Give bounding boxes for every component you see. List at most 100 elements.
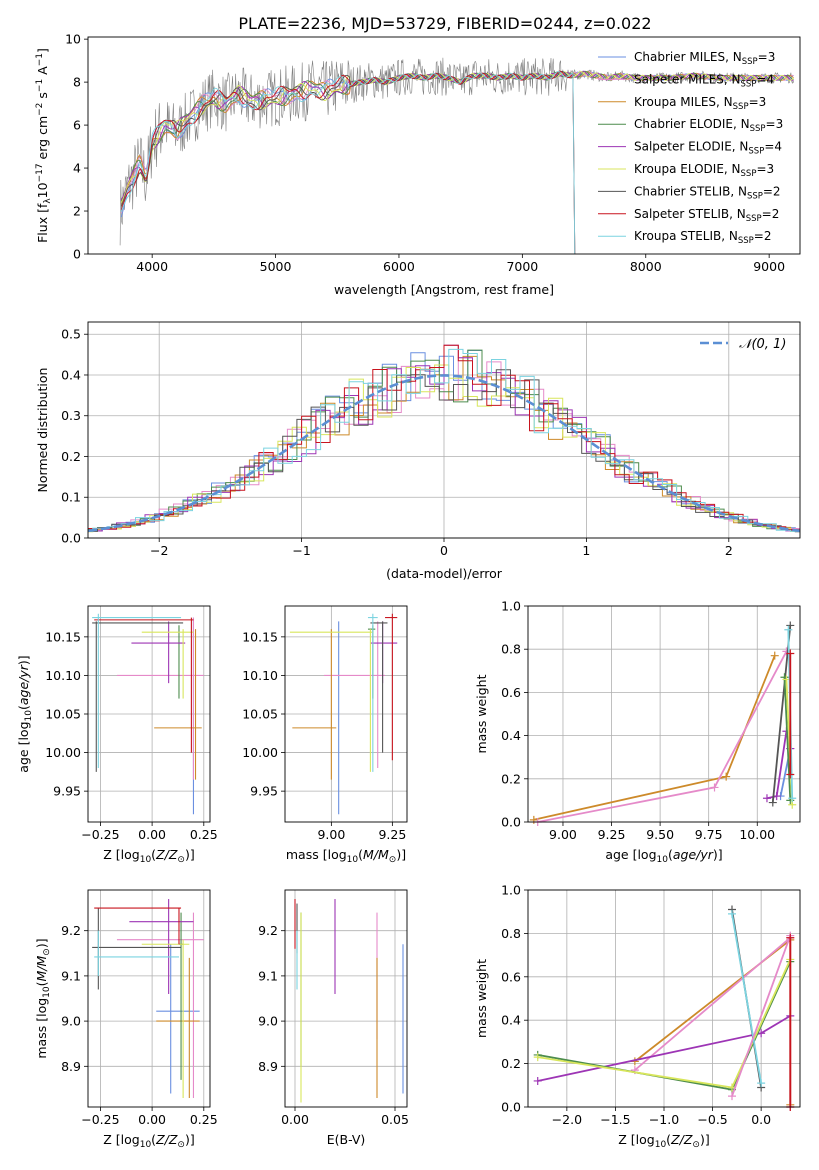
legend-nssp: =2 — [763, 184, 781, 198]
mass-weight-marker — [533, 1053, 542, 1062]
axis-label-part: age [ — [16, 741, 31, 773]
axis-label-part: ] — [34, 938, 49, 943]
y-tick-label: 4 — [73, 161, 81, 176]
axis-label-part: log — [16, 721, 31, 740]
legend-subscript: SSP — [748, 147, 764, 157]
y-tick-label: 9.95 — [53, 784, 81, 799]
y-tick-label: 0.1 — [61, 490, 81, 505]
axis-label-part: M/ — [34, 965, 49, 982]
x-axis-label: (data-model)/error — [386, 566, 503, 581]
legend-subscript: SSP — [741, 79, 757, 89]
mass-weight-marker — [762, 794, 771, 803]
axes-frame — [284, 605, 408, 823]
axis-label-part: M/ — [363, 847, 380, 862]
axis-label-part: Z [ — [103, 847, 120, 862]
axis-label-part: 10 — [347, 855, 359, 865]
legend-label: Chabrier ELODIE, NSSP=3 — [634, 117, 783, 134]
mass-weight-line — [537, 650, 788, 822]
model-spectrum-line — [120, 70, 794, 202]
axes-frame — [87, 889, 211, 1108]
axis-label-part: ] — [718, 847, 723, 862]
axis-label-part: A — [35, 66, 50, 79]
axis-label-part: age/yr — [673, 847, 714, 862]
y-tick-label: 9.0 — [258, 1014, 278, 1029]
legend-subscript: SSP — [741, 169, 757, 179]
y-tick-label: 0.4 — [501, 1013, 521, 1028]
axis-label-part: s — [35, 92, 50, 103]
model-spectrum-line — [120, 70, 576, 254]
legend-nssp: =3 — [758, 50, 776, 64]
axis-label-part: ( — [34, 982, 49, 987]
x-axis-label: wavelength [Angstrom, rest frame] — [334, 282, 554, 297]
y-tick-label: 9.95 — [250, 784, 278, 799]
axis-label: age [log10(age/yr)] — [605, 847, 722, 865]
mass-weight-marker — [529, 815, 538, 824]
legend-label: Chabrier STELIB, NSSP=2 — [634, 184, 781, 201]
axis-label-part: erg cm — [35, 116, 50, 164]
y-tick-label: 10.05 — [242, 707, 278, 722]
mass-weight-marker — [786, 770, 795, 779]
axis-label-part: log — [121, 1132, 140, 1147]
mass-weight-marker — [770, 651, 779, 660]
axis-label-part: Z — [168, 1132, 178, 1147]
figure-title: PLATE=2236, MJD=53729, FIBERID=0244, z=0… — [238, 14, 651, 33]
axis-label-part: 10 — [35, 182, 50, 198]
axis-label-part: log — [328, 847, 347, 862]
legend-label: Salpeter STELIB, NSSP=2 — [634, 207, 779, 224]
x-tick-label: 1 — [582, 543, 590, 558]
mass-weight-marker — [786, 933, 795, 942]
age-vs-metallicity-panel: −0.25 0.00 0.25 9.95 10.00 10.05 10.10 10.15 Z [… — [16, 605, 218, 865]
mass-weight-marker — [786, 621, 795, 630]
axis-label-part: ( — [151, 1132, 156, 1147]
mass-weight-marker — [786, 649, 795, 658]
y-tick-label: 10.15 — [45, 629, 81, 644]
mass-weight-marker — [784, 625, 793, 634]
x-tick-label: 6000 — [383, 259, 415, 274]
legend-label: Kroupa STELIB, NSSP=2 — [634, 229, 772, 246]
axis-label-part: 10 — [24, 710, 34, 722]
legend-label: Salpeter ELODIE, NSSP=4 — [634, 140, 782, 157]
legend-model-name: Chabrier MILES, N — [634, 50, 742, 64]
y-tick-label: 0.2 — [61, 449, 81, 464]
axis-label-part: ⊙ — [692, 1140, 700, 1150]
legend-label: Kroupa MILES, NSSP=3 — [634, 95, 766, 112]
legend-model-name: Kroupa ELODIE, N — [634, 162, 741, 176]
axis-label: Z [log10(Z/Z⊙)] — [618, 1132, 710, 1150]
axis-label: Z [log10(Z/Z⊙)] — [103, 1132, 195, 1150]
legend-nssp: =4 — [756, 72, 774, 86]
x-tick-label: −1.5 — [600, 1112, 630, 1127]
legend-subscript: SSP — [750, 124, 766, 134]
legend-model-name: Chabrier STELIB, N — [634, 184, 747, 198]
y-tick-label: 0.0 — [501, 1100, 521, 1115]
legend-label: Kroupa ELODIE, NSSP=3 — [634, 162, 774, 179]
x-tick-label: 0.00 — [138, 1112, 166, 1127]
y-tick-label: 1.0 — [501, 883, 521, 898]
axis-label-part: −1 — [35, 79, 45, 92]
axis-label-part: Flux [f — [35, 203, 50, 243]
axis-label-part: ( — [151, 847, 156, 862]
axes-frame — [527, 605, 801, 823]
x-tick-label: −0.25 — [81, 1112, 119, 1127]
x-tick-label: 2 — [725, 543, 733, 558]
x-tick-label: −2 — [150, 543, 168, 558]
y-tick-label: 10 — [65, 32, 81, 47]
y-tick-label: 9.2 — [61, 923, 81, 938]
x-tick-label: 0.00 — [138, 827, 166, 842]
legend-model-name: Salpeter ELODIE, N — [634, 140, 748, 154]
x-tick-label: 9.00 — [317, 827, 345, 842]
axis-label-part: mass [ — [34, 1017, 49, 1059]
normal-distribution-curve — [88, 374, 800, 533]
y-tick-label: 10.00 — [242, 745, 278, 760]
residual-histogram-step — [88, 344, 800, 533]
mass-weight-marker — [788, 794, 797, 803]
axis-label-part: log — [636, 1132, 655, 1147]
y-tick-label: 0.6 — [501, 969, 521, 984]
y-tick-label: 0.2 — [501, 1056, 521, 1071]
mass-weight-vs-metallicity-panel: −2.0 −1.5 −1.0 −0.5 0.0 0.0 0.2 0.4 0.6 0.8 1.0 Z [… — [474, 883, 801, 1150]
y-tick-label: 10.15 — [242, 629, 278, 644]
legend-model-name: Kroupa MILES, N — [634, 95, 733, 109]
axis-label-part: ) — [16, 660, 31, 665]
x-tick-label: 9.25 — [598, 827, 626, 842]
axes-frame — [284, 889, 408, 1108]
axis-label-part: ) — [700, 1132, 705, 1147]
